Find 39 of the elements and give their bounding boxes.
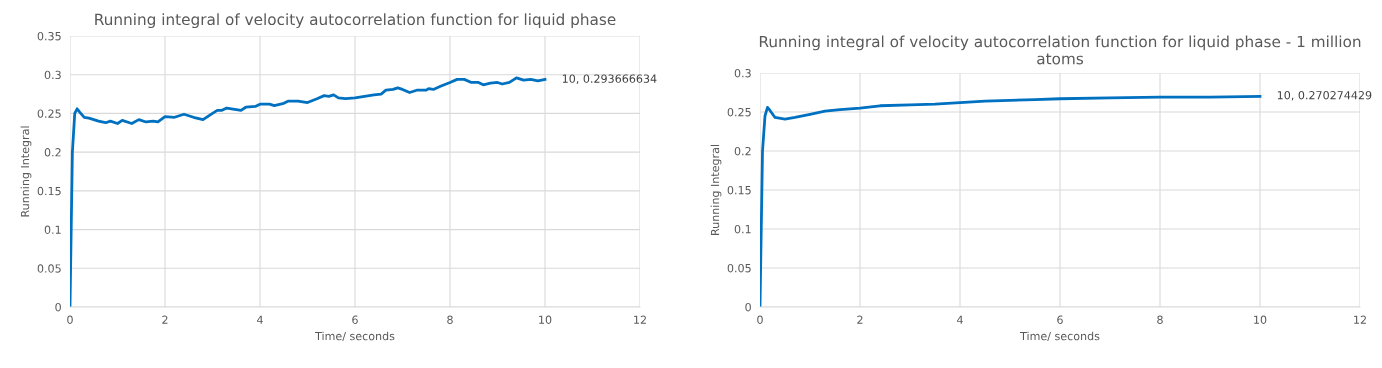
- y-tick-label: 0.2: [44, 148, 61, 157]
- x-tick-label: 6: [1057, 315, 1063, 324]
- y-tick-label: 0.25: [727, 107, 751, 117]
- y-tick-label: 0.3: [734, 68, 751, 78]
- y-tick-label: 0.1: [734, 224, 751, 234]
- chart-title: Running integral of velocity autocorrelation function for liquid phase - 1 million atoms: [759, 35, 1361, 65]
- x-tick-label: 8: [1157, 315, 1163, 324]
- x-tick-label: 6: [352, 315, 358, 324]
- y-tick-label: 0: [745, 302, 751, 312]
- y-axis-title: Running Integral: [710, 145, 722, 235]
- y-tick-label: 0.35: [37, 31, 61, 41]
- x-tick-label: 10: [1254, 315, 1267, 324]
- y-tick-label: 0.25: [37, 109, 61, 118]
- y-tick-label: 0.05: [727, 263, 751, 273]
- line-series: [70, 76, 547, 307]
- x-tick-label: 4: [957, 315, 963, 324]
- x-tick-label: 12: [634, 315, 646, 324]
- y-tick-label: 0.05: [37, 264, 61, 273]
- x-tick-label: 2: [857, 315, 863, 324]
- y-tick-label: 0.15: [37, 186, 61, 196]
- x-tick-label: 8: [447, 315, 453, 324]
- x-axis-title: Time/ seconds: [315, 331, 395, 342]
- y-tick-label: 0.1: [44, 225, 61, 234]
- x-tick-label: 0: [757, 315, 763, 324]
- y-tick-label: 0: [55, 302, 61, 312]
- line-series: [760, 95, 1262, 307]
- y-axis-title: Running Integral: [20, 126, 32, 217]
- annotation: 10, 0.293666634: [562, 74, 657, 84]
- y-tick-label: 0.15: [727, 185, 751, 195]
- x-tick-label: 4: [257, 315, 263, 324]
- x-tick-label: 10: [539, 315, 552, 324]
- y-tick-label: 0.2: [734, 146, 751, 156]
- x-tick-label: 2: [162, 315, 168, 324]
- chart-title: Running integral of velocity autocorrelation function for liquid phase: [95, 13, 616, 29]
- y-tick-label: 0.3: [44, 70, 61, 80]
- x-tick-label: 0: [67, 315, 73, 324]
- annotation: 10, 0.270274429: [1277, 91, 1372, 101]
- x-tick-label: 12: [1354, 315, 1366, 324]
- x-axis-title: Time/ seconds: [1020, 331, 1100, 342]
